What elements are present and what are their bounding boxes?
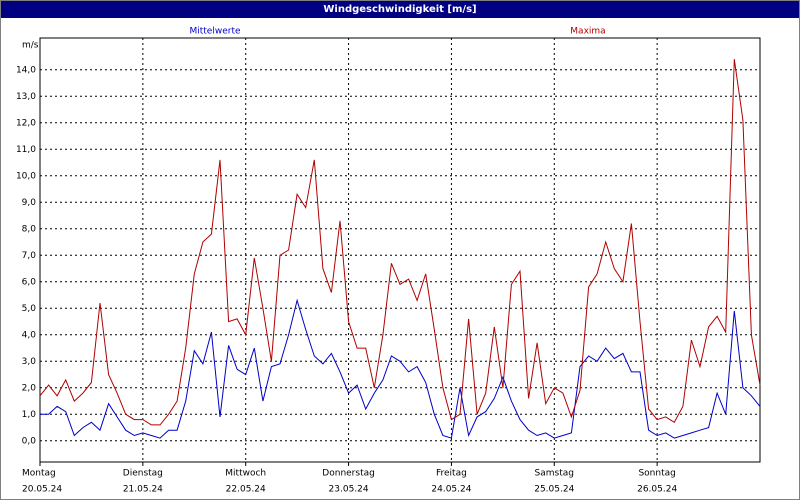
x-tick-label: Mittwoch [225,469,266,479]
x-tick-date: 25.05.24 [534,485,574,495]
title-bar [0,0,800,18]
y-unit: m/s [22,41,39,51]
plot-frame [39,37,761,463]
y-tick-label: 3,0 [22,357,37,367]
x-tick-date: 23.05.24 [329,485,369,495]
series-line [39,59,761,426]
y-tick-label: 0,0 [22,436,37,446]
chart-title: Windgeschwindigkeit [m/s] [323,4,476,15]
y-tick-label: 12,0 [16,118,36,128]
legend-entry: Mittelwerte [189,27,240,37]
legend-entry: Maxima [570,27,605,37]
y-tick-label: 5,0 [22,304,37,314]
x-tick-label: Dienstag [123,469,163,479]
y-tick-label: 6,0 [22,277,37,287]
y-tick-label: 9,0 [22,198,37,208]
x-tick-label: Samstag [535,469,574,479]
y-tick-label: 8,0 [22,224,37,234]
x-tick-date: 20.05.24 [22,485,62,495]
x-tick-label: Sonntag [638,469,675,479]
y-tick-label: 11,0 [16,145,36,155]
x-tick-label: Montag [22,469,56,479]
y-tick-label: 4,0 [22,330,37,340]
x-tick-date: 22.05.24 [226,485,266,495]
y-tick-label: 2,0 [22,383,37,393]
x-tick-label: Donnerstag [322,469,375,479]
x-tick-label: Freitag [436,469,467,479]
x-tick-date: 21.05.24 [123,485,163,495]
series-line [40,298,761,439]
x-tick-date: 26.05.24 [637,485,677,495]
y-tick-label: 1,0 [22,410,37,420]
y-tick-label: 7,0 [22,251,37,261]
x-tick-date: 24.05.24 [431,485,471,495]
y-tick-label: 13,0 [16,92,36,102]
y-tick-label: 10,0 [16,171,36,181]
y-tick-label: 14,0 [16,65,36,75]
